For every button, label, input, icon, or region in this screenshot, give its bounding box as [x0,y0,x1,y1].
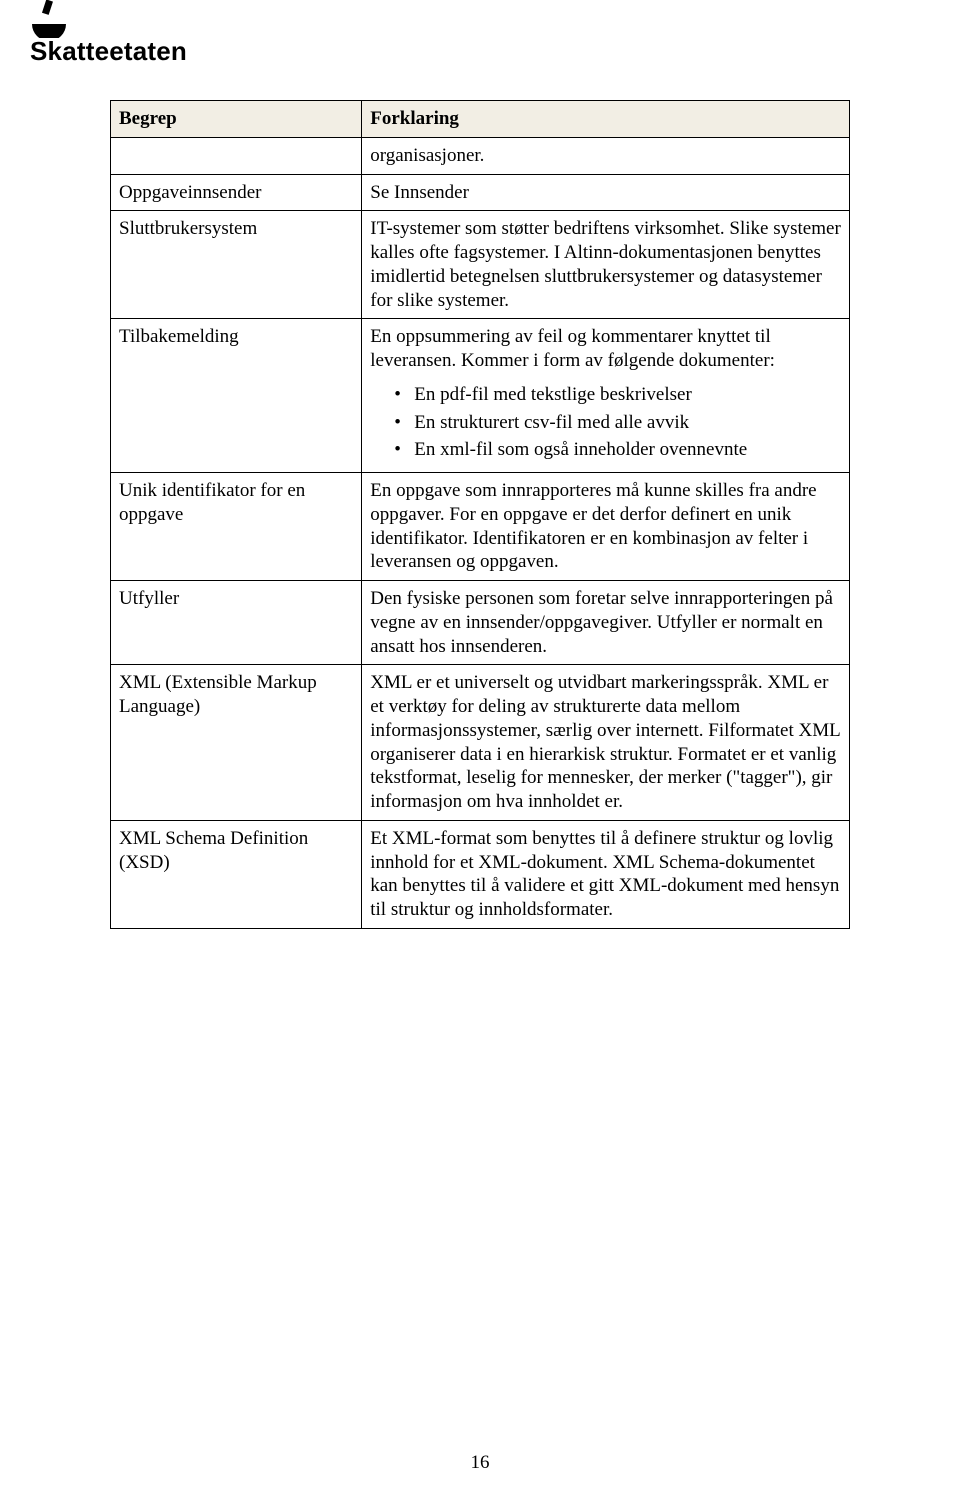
table-row: Oppgaveinnsender Se Innsender [111,174,850,211]
brand-logo-mark [30,0,68,38]
explanation-cell: IT-systemer som støtter bedriftens virks… [362,211,850,319]
col-header-term: Begrep [111,101,362,138]
term-cell: Utfyller [111,581,362,665]
content-area: Begrep Forklaring organisasjoner. Oppgav… [110,0,850,929]
term-cell [111,137,362,174]
table-row: Tilbakemelding En oppsummering av feil o… [111,319,850,473]
bullet-list: En pdf-fil med tekstlige beskrivelser En… [370,383,841,462]
term-cell: Oppgaveinnsender [111,174,362,211]
brand-logo: Skatteetaten [30,0,187,67]
term-cell: XML Schema Definition (XSD) [111,820,362,928]
explanation-cell: En oppsummering av feil og kommentarer k… [362,319,850,473]
explanation-cell: Et XML-format som benyttes til å definer… [362,820,850,928]
list-item: En xml-fil som også inneholder ovennevnt… [414,438,841,462]
page-number: 16 [0,1452,960,1474]
explanation-cell: XML er et universelt og utvidbart marker… [362,665,850,821]
table-row: Sluttbrukersystem IT-systemer som støtte… [111,211,850,319]
glossary-table: Begrep Forklaring organisasjoner. Oppgav… [110,100,850,929]
explanation-cell: Den fysiske personen som foretar selve i… [362,581,850,665]
table-row: XML (Extensible Markup Language) XML er … [111,665,850,821]
term-cell: XML (Extensible Markup Language) [111,665,362,821]
explanation-cell: organisasjoner. [362,137,850,174]
term-cell: Sluttbrukersystem [111,211,362,319]
brand-logo-text: Skatteetaten [30,36,187,67]
table-row: Utfyller Den fysiske personen som foreta… [111,581,850,665]
table-row: XML Schema Definition (XSD) Et XML-forma… [111,820,850,928]
table-row: Unik identifikator for en oppgave En opp… [111,473,850,581]
page: Skatteetaten Begrep Forklaring organisas… [0,0,960,1512]
explanation-cell: En oppgave som innrapporteres må kunne s… [362,473,850,581]
col-header-explanation: Forklaring [362,101,850,138]
list-item: En strukturert csv-fil med alle avvik [414,411,841,435]
list-item: En pdf-fil med tekstlige beskrivelser [414,383,841,407]
term-cell: Tilbakemelding [111,319,362,473]
table-row: organisasjoner. [111,137,850,174]
table-header-row: Begrep Forklaring [111,101,850,138]
term-cell: Unik identifikator for en oppgave [111,473,362,581]
explanation-intro: En oppsummering av feil og kommentarer k… [370,325,841,373]
explanation-cell: Se Innsender [362,174,850,211]
